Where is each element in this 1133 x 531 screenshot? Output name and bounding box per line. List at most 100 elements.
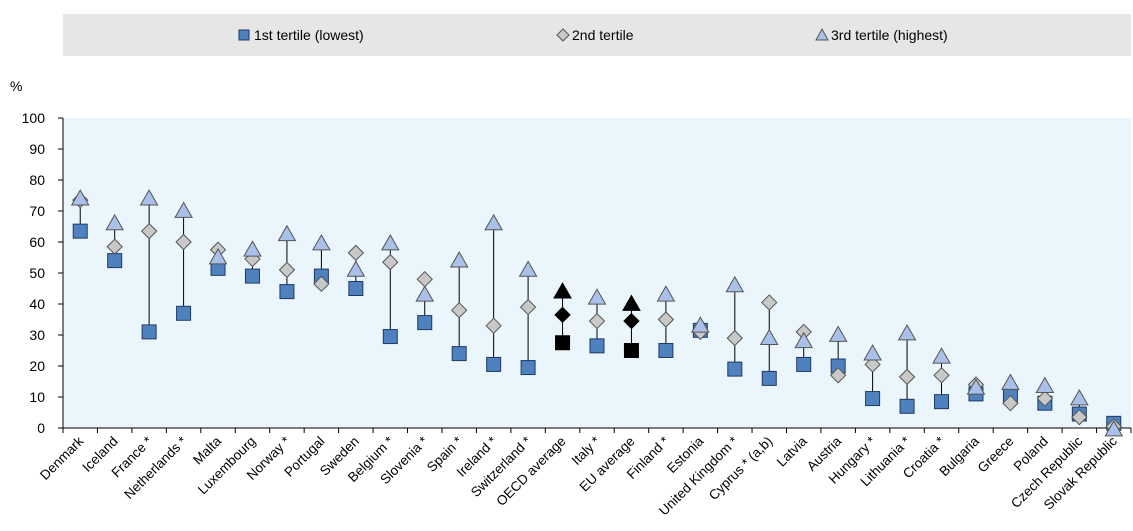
legend-item-1st-tertile: 1st tertile (lowest)	[238, 27, 364, 43]
y-tick-label: 90	[29, 141, 45, 157]
point-3rd-tertile	[208, 247, 228, 265]
point-3rd-tertile	[622, 294, 641, 311]
point-2nd-tertile	[347, 244, 365, 262]
point-2nd-tertile	[519, 298, 537, 316]
point-2nd-tertile	[726, 329, 744, 347]
point-1st-tertile	[934, 394, 950, 410]
point-1st-tertile	[176, 305, 192, 321]
point-3rd-tertile	[690, 316, 710, 333]
point-2nd-tertile	[588, 312, 606, 330]
y-tick-label: 60	[29, 234, 45, 250]
point-1st-tertile	[727, 361, 743, 377]
y-tick-label: 100	[22, 110, 46, 126]
point-3rd-tertile	[380, 234, 400, 251]
legend-triangle-marker	[815, 27, 829, 41]
point-3rd-tertile	[587, 288, 607, 305]
legend-diamond-marker	[556, 28, 570, 42]
x-category-label: Greece	[975, 434, 1017, 476]
point-2nd-tertile	[761, 294, 778, 311]
point-2nd-tertile	[864, 356, 881, 373]
point-2nd-tertile	[140, 222, 158, 240]
point-3rd-tertile	[966, 378, 986, 395]
point-3rd-tertile	[139, 189, 159, 206]
plot-area	[63, 118, 1131, 428]
point-3rd-tertile	[725, 275, 745, 293]
point-2nd-tertile	[106, 238, 123, 255]
point-3rd-tertile	[312, 234, 331, 251]
point-3rd-tertile	[1069, 389, 1089, 406]
point-3rd-tertile	[1104, 420, 1124, 437]
point-3rd-tertile	[553, 282, 572, 299]
point-1st-tertile	[244, 268, 260, 284]
x-category-label: Denmark	[37, 433, 87, 483]
legend-label-1st-tertile: 1st tertile (lowest)	[254, 27, 364, 43]
point-3rd-tertile	[863, 344, 882, 361]
point-2nd-tertile	[829, 367, 847, 384]
point-1st-tertile	[555, 335, 571, 351]
point-1st-tertile	[107, 253, 123, 269]
point-2nd-tertile	[933, 367, 950, 384]
legend-item-2nd-tertile: 2nd tertile	[556, 27, 634, 43]
y-tick-label: 0	[37, 420, 45, 436]
point-2nd-tertile	[657, 311, 675, 328]
y-tick-label: 50	[29, 265, 45, 281]
y-tick-label: 70	[29, 203, 45, 219]
point-3rd-tertile	[897, 323, 917, 341]
y-axis-unit-label: %	[10, 78, 22, 94]
point-3rd-tertile	[828, 325, 848, 342]
point-3rd-tertile	[794, 331, 814, 349]
point-2nd-tertile	[175, 233, 192, 251]
point-1st-tertile	[141, 324, 157, 340]
markers	[70, 189, 1124, 437]
point-3rd-tertile	[484, 213, 504, 231]
point-2nd-tertile	[1002, 394, 1019, 412]
point-1st-tertile	[417, 315, 433, 331]
point-2nd-tertile	[450, 301, 468, 319]
point-1st-tertile	[865, 391, 881, 407]
point-1st-tertile	[486, 356, 502, 372]
point-2nd-tertile	[485, 317, 502, 334]
y-tick-label: 10	[29, 389, 45, 405]
point-1st-tertile	[761, 370, 777, 386]
point-3rd-tertile	[70, 189, 90, 206]
point-1st-tertile	[72, 223, 88, 239]
legend-item-3rd-tertile: 3rd tertile (highest)	[815, 27, 948, 43]
point-2nd-tertile	[554, 306, 571, 324]
point-1st-tertile	[382, 329, 398, 345]
point-3rd-tertile	[346, 260, 366, 277]
point-3rd-tertile	[1001, 373, 1020, 390]
y-tick-label: 20	[29, 358, 45, 374]
point-1st-tertile	[658, 343, 674, 358]
point-3rd-tertile	[174, 201, 193, 218]
y-tick-label: 30	[29, 327, 45, 343]
legend-square-marker	[238, 29, 250, 41]
point-2nd-tertile	[1036, 390, 1054, 407]
point-3rd-tertile	[105, 213, 125, 231]
point-3rd-tertile	[243, 240, 262, 257]
point-2nd-tertile	[623, 312, 640, 330]
legend-label-3rd-tertile: 3rd tertile (highest)	[831, 27, 948, 43]
point-1st-tertile	[623, 343, 639, 358]
legend: 1st tertile (lowest) 2nd tertile 3rd ter…	[238, 27, 948, 43]
point-1st-tertile	[348, 281, 364, 296]
point-1st-tertile	[589, 338, 605, 354]
point-1st-tertile	[520, 360, 536, 376]
point-3rd-tertile	[518, 260, 538, 277]
point-1st-tertile	[279, 284, 295, 300]
point-3rd-tertile	[1035, 376, 1055, 394]
point-2nd-tertile	[1071, 408, 1088, 426]
point-3rd-tertile	[277, 224, 297, 242]
point-2nd-tertile	[313, 275, 330, 293]
axes: 0 10 20 30 40 50 60 70 80 90 100	[22, 110, 1132, 436]
point-3rd-tertile	[449, 251, 469, 268]
point-1st-tertile	[796, 356, 812, 372]
y-tick-label: 40	[29, 296, 45, 312]
point-1st-tertile	[899, 398, 915, 414]
point-3rd-tertile	[656, 285, 676, 302]
y-tick-label: 80	[29, 172, 45, 188]
point-3rd-tertile	[759, 328, 779, 345]
legend-label-2nd-tertile: 2nd tertile	[572, 27, 634, 43]
